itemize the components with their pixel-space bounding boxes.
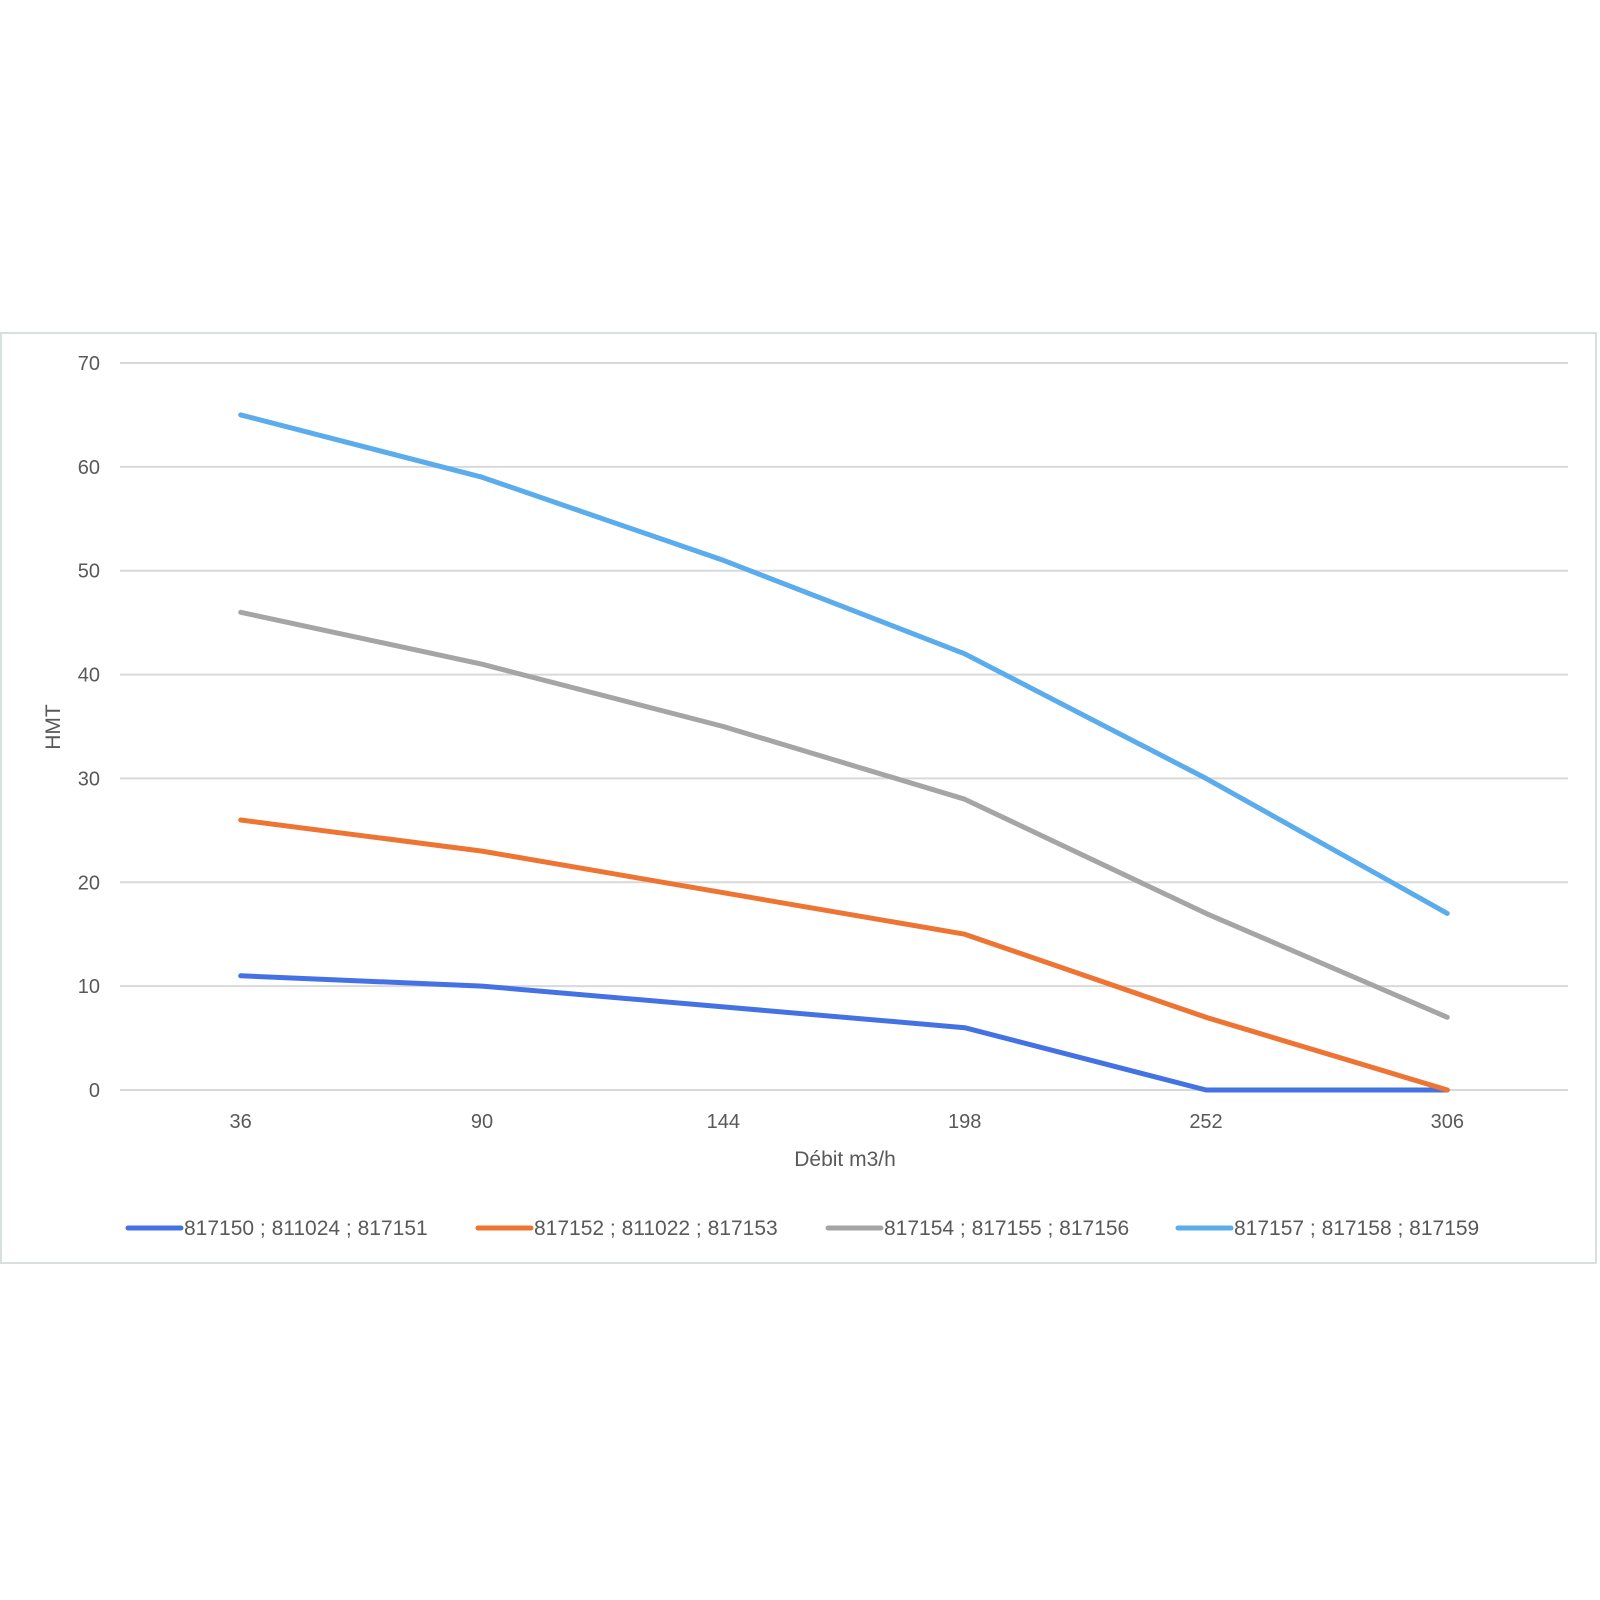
y-tick-label: 60 [78, 457, 100, 479]
series-line-2 [238, 817, 1450, 1093]
x-axis-ticks: 36 90 144 198 252 306 [230, 1111, 1464, 1133]
x-tick-label: 252 [1189, 1111, 1222, 1133]
y-tick-label: 0 [89, 1080, 100, 1102]
legend-label-1: 817150 ; 811024 ; 817151 [184, 1217, 428, 1240]
y-tick-label: 10 [78, 976, 100, 998]
x-axis-title: Débit m3/h [794, 1148, 896, 1171]
legend-label-4: 817157 ; 817158 ; 817159 [1234, 1217, 1479, 1240]
series-line-4 [238, 412, 1450, 916]
y-tick-label: 70 [78, 353, 100, 375]
series-lines [238, 412, 1450, 1093]
y-axis-title: HMT [42, 704, 65, 750]
legend: 817150 ; 811024 ; 817151 817152 ; 811022 … [125, 1217, 1479, 1240]
y-tick-label: 30 [78, 768, 100, 790]
x-tick-label: 90 [471, 1111, 493, 1133]
series-line-1 [238, 973, 1450, 1093]
x-tick-label: 144 [707, 1111, 740, 1133]
series-line-3 [238, 609, 1450, 1020]
y-tick-label: 20 [78, 872, 100, 894]
x-tick-label: 36 [230, 1111, 252, 1133]
chart-frame [0, 332, 1597, 1264]
x-tick-label: 198 [948, 1111, 981, 1133]
y-tick-label: 50 [78, 561, 100, 583]
x-tick-label: 306 [1431, 1111, 1464, 1133]
y-tick-label: 40 [78, 665, 100, 687]
y-axis-ticks: 0 10 20 30 40 50 60 70 [78, 353, 100, 1102]
legend-label-3: 817154 ; 817155 ; 817156 [884, 1217, 1129, 1240]
legend-label-2: 817152 ; 811022 ; 817153 [534, 1217, 778, 1240]
